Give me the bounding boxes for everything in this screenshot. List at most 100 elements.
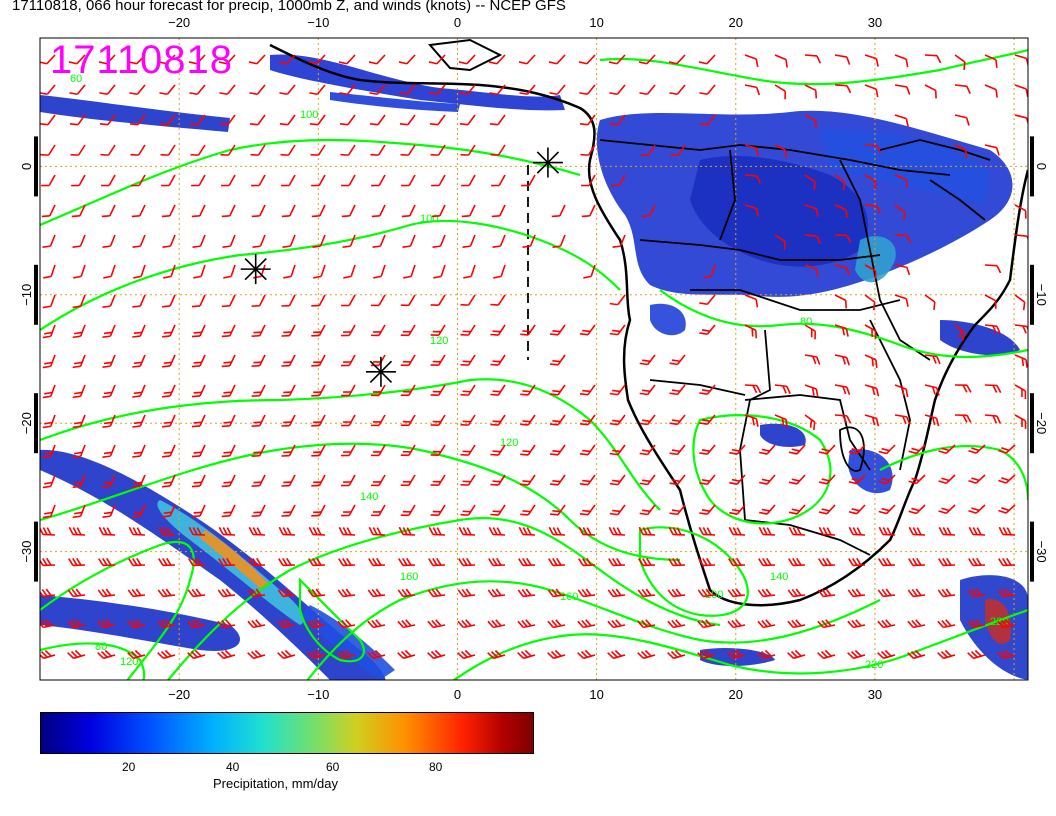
wind-barb bbox=[607, 649, 626, 660]
wind-barb bbox=[834, 264, 850, 276]
star-marker bbox=[365, 356, 396, 387]
wind-barb bbox=[462, 234, 476, 249]
wind-barb bbox=[308, 557, 326, 567]
wind-barb bbox=[281, 294, 296, 307]
wind-barb bbox=[818, 526, 836, 536]
precip-area bbox=[690, 155, 869, 267]
wind-barb bbox=[341, 324, 356, 337]
contour-label: 140 bbox=[770, 571, 788, 583]
wind-barb bbox=[400, 474, 416, 487]
wind-barb bbox=[430, 444, 446, 457]
wind-barb bbox=[457, 649, 476, 660]
wind-barb bbox=[727, 619, 746, 629]
wind-barb bbox=[367, 649, 386, 660]
country-border bbox=[744, 519, 871, 556]
wind-barb bbox=[460, 384, 476, 396]
wind-barb bbox=[697, 588, 716, 598]
wind-barb bbox=[669, 474, 686, 486]
wind-barb bbox=[40, 649, 56, 660]
wind-barb bbox=[162, 324, 176, 338]
wind-barb bbox=[371, 204, 386, 218]
lat-tick-right: −10 bbox=[1034, 284, 1049, 306]
height-contour bbox=[638, 526, 749, 617]
wind-barb bbox=[937, 649, 956, 660]
wind-barb bbox=[98, 54, 116, 65]
colorbar bbox=[40, 712, 534, 754]
wind-barb bbox=[430, 414, 446, 427]
wind-barb bbox=[894, 264, 911, 276]
wind-barb bbox=[578, 526, 596, 536]
wind-barb bbox=[221, 504, 236, 518]
wind-barb bbox=[804, 54, 822, 64]
wind-barb bbox=[219, 114, 236, 126]
wind-barb bbox=[997, 588, 1016, 598]
wind-barb bbox=[818, 504, 836, 515]
wind-barb bbox=[248, 54, 266, 65]
wind-barb bbox=[430, 324, 446, 337]
wind-barb bbox=[102, 444, 116, 458]
wind-barb bbox=[221, 174, 236, 187]
wind-barb bbox=[864, 324, 877, 339]
wind-barb bbox=[221, 384, 236, 398]
wind-barb bbox=[894, 294, 909, 307]
wind-barb bbox=[71, 174, 86, 187]
wind-barb bbox=[401, 174, 416, 187]
wind-barb bbox=[308, 526, 326, 536]
wind-barb bbox=[608, 557, 626, 567]
height-contour bbox=[298, 577, 365, 663]
wind-barb bbox=[281, 384, 296, 397]
wind-barb bbox=[460, 324, 476, 336]
wind-barb bbox=[549, 474, 566, 486]
wind-barb bbox=[487, 619, 506, 629]
wind-barb bbox=[72, 444, 86, 459]
wind-barb bbox=[101, 174, 116, 187]
wind-barb bbox=[698, 557, 716, 567]
wind-barb bbox=[878, 557, 896, 567]
wind-barb bbox=[998, 444, 1016, 454]
wind-barb bbox=[428, 557, 446, 567]
wind-barb bbox=[251, 324, 266, 338]
wind-barb bbox=[341, 504, 356, 517]
wind-barb bbox=[521, 174, 536, 187]
wind-barb bbox=[132, 414, 146, 428]
wind-barb bbox=[547, 588, 566, 598]
wind-barb bbox=[127, 619, 146, 629]
wind-barb bbox=[908, 504, 926, 515]
wind-barb bbox=[729, 474, 746, 485]
wind-barb bbox=[608, 526, 626, 536]
wind-barb bbox=[667, 649, 686, 660]
lon-tick-top: 20 bbox=[729, 15, 743, 30]
wind-barb bbox=[984, 384, 1002, 394]
wind-barb bbox=[487, 588, 506, 598]
precip-area bbox=[270, 54, 565, 111]
wind-barb bbox=[68, 526, 86, 536]
wind-barb bbox=[97, 649, 116, 660]
wind-barb bbox=[579, 504, 596, 516]
wind-barb bbox=[637, 619, 656, 629]
wind-barb bbox=[251, 414, 266, 428]
contour-label: 160 bbox=[560, 591, 578, 603]
wind-barb bbox=[744, 144, 760, 157]
wind-barb bbox=[490, 354, 506, 366]
wind-barb bbox=[549, 354, 566, 366]
country-border bbox=[869, 319, 911, 471]
axes: −20 −20 −10 −10 0 0 10 10 20 20 30 30 0 0 −10 −10 −20 −20… bbox=[19, 15, 1049, 702]
wind-barb bbox=[490, 414, 506, 426]
wind-barb bbox=[311, 414, 326, 427]
wind-barb bbox=[817, 619, 836, 629]
wind-barb bbox=[669, 444, 686, 456]
wind-barb bbox=[668, 54, 686, 65]
wind-barb bbox=[1014, 294, 1026, 311]
wind-barb bbox=[248, 557, 266, 567]
wind-barb bbox=[102, 354, 116, 368]
wind-barb bbox=[341, 354, 356, 367]
wind-barb bbox=[878, 504, 896, 515]
wind-barb bbox=[817, 588, 836, 598]
wind-barb bbox=[399, 84, 416, 96]
wind-barb bbox=[71, 204, 86, 218]
wind-barb bbox=[609, 444, 626, 456]
map-title: 17110818, 066 hour forecast for precip, … bbox=[12, 0, 566, 14]
wind-barb bbox=[341, 414, 356, 427]
wind-barb bbox=[1014, 324, 1028, 335]
wind-barb bbox=[161, 204, 176, 218]
